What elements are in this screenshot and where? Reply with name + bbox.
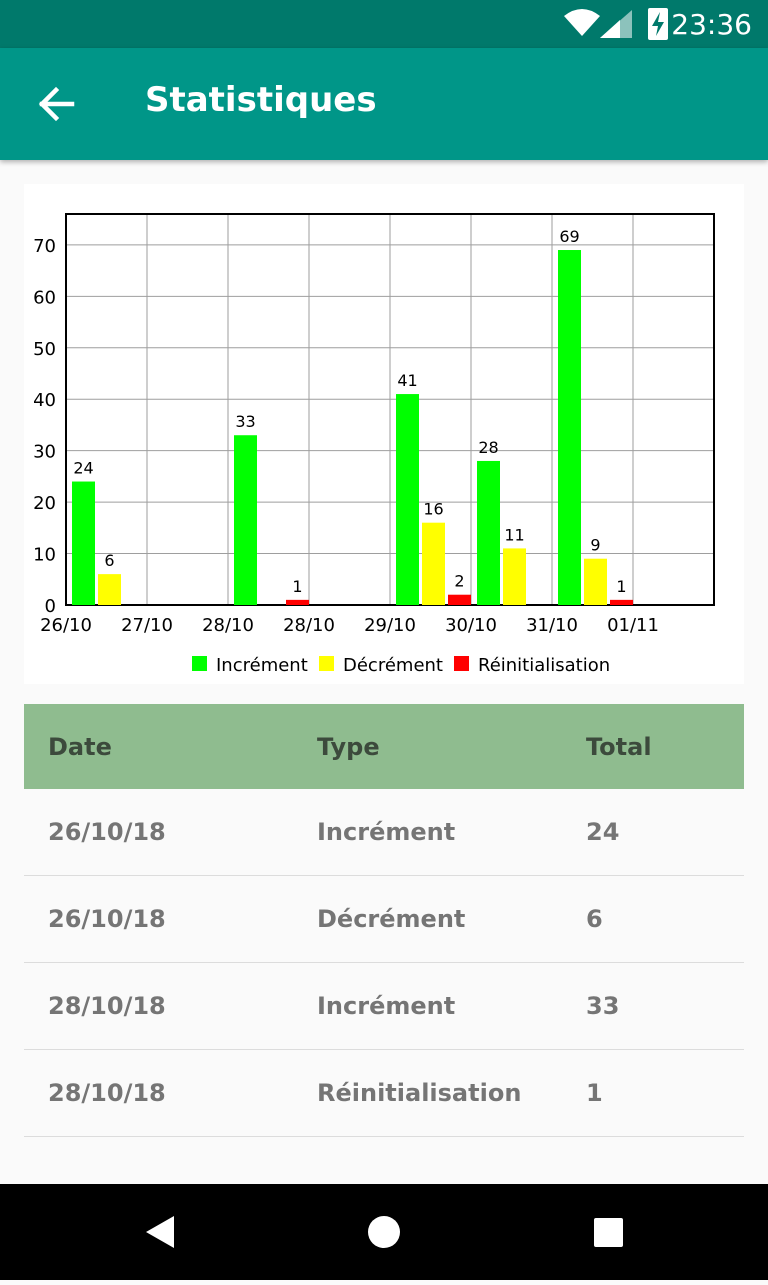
bar	[558, 250, 581, 605]
header-total: Total	[586, 732, 652, 761]
cell-date: 26/10/18	[48, 818, 166, 846]
bar	[503, 548, 526, 605]
x-tick-label: 28/10	[283, 615, 335, 636]
home-circle-icon[interactable]	[368, 1216, 400, 1248]
data-label: 41	[397, 371, 417, 390]
bar	[286, 599, 309, 605]
cell-type: Réinitialisation	[317, 1079, 522, 1107]
bar	[448, 594, 471, 605]
bar	[98, 574, 121, 605]
cell-total: 6	[586, 905, 603, 933]
data-label: 33	[235, 412, 255, 431]
table-header: Date Type Total	[24, 704, 744, 789]
cell-type: Incrément	[317, 992, 456, 1020]
y-tick-label: 40	[33, 390, 56, 411]
data-label: 11	[504, 525, 524, 544]
back-button[interactable]	[28, 76, 84, 132]
y-tick-label: 10	[33, 545, 56, 566]
data-label: 6	[104, 551, 114, 570]
data-label: 24	[73, 459, 93, 478]
bar-chart: 0 10 20 30 40 50 60 70 24 33 41 28 69 6 16 11 9 1 2 1 26/10 2…	[33, 213, 715, 676]
bar	[584, 558, 607, 605]
arrow-back-icon	[38, 86, 75, 122]
cell-type: Incrément	[317, 818, 456, 846]
data-label: 69	[559, 227, 579, 246]
legend-swatch	[319, 656, 334, 671]
cell-date: 28/10/18	[48, 992, 166, 1020]
cell-type: Décrément	[317, 905, 466, 933]
nav-buttons	[146, 1216, 623, 1248]
chart-card: 0 10 20 30 40 50 60 70 24 33 41 28 69 6 16 11 9 1 2 1 26/10 2…	[24, 184, 744, 684]
data-label: 1	[292, 577, 302, 596]
y-tick-label: 60	[33, 287, 56, 308]
data-label: 28	[478, 438, 498, 457]
bar	[396, 394, 419, 605]
legend-swatch	[192, 656, 207, 671]
cell-total: 1	[586, 1079, 603, 1107]
cell-total: 24	[586, 818, 620, 846]
legend-label: Décrément	[343, 655, 443, 676]
cell-date: 26/10/18	[48, 905, 166, 933]
x-tick-label: 28/10	[202, 615, 254, 636]
data-label: 2	[454, 572, 464, 591]
status-icons	[564, 8, 668, 40]
status-bar: 23:36	[0, 0, 768, 48]
x-tick-label: 26/10	[40, 615, 92, 636]
table-row: 26/10/18 Décrément 6	[24, 876, 744, 963]
recents-square-icon[interactable]	[594, 1218, 623, 1247]
bar	[422, 522, 445, 605]
page-title: Statistiques	[145, 80, 377, 120]
back-triangle-icon[interactable]	[146, 1216, 174, 1248]
x-tick-label: 27/10	[121, 615, 173, 636]
header-type: Type	[317, 732, 380, 761]
legend-label: Réinitialisation	[478, 655, 610, 676]
battery-charging-icon	[648, 8, 668, 40]
x-tick-label: 30/10	[445, 615, 497, 636]
bar	[477, 460, 500, 605]
x-tick-label: 01/11	[607, 615, 659, 636]
status-time: 23:36	[671, 8, 752, 41]
navigation-bar	[0, 1184, 768, 1280]
x-tick-label: 29/10	[364, 615, 416, 636]
bar	[234, 435, 257, 605]
table-row: 28/10/18 Incrément 33	[24, 963, 744, 1050]
y-tick-label: 30	[33, 442, 56, 463]
y-tick-label: 0	[45, 596, 56, 617]
legend-swatch	[454, 656, 469, 671]
table-row: 26/10/18 Incrément 24	[24, 789, 744, 876]
table-row: 28/10/18 Réinitialisation 1	[24, 1050, 744, 1137]
data-label: 1	[616, 577, 626, 596]
y-tick-label: 20	[33, 493, 56, 514]
stats-table: Date Type Total 26/10/18 Incrément 24 26…	[24, 704, 744, 1137]
legend-label: Incrément	[216, 655, 308, 676]
cell-total: 33	[586, 992, 620, 1020]
wifi-icon	[564, 9, 600, 36]
bar	[72, 481, 95, 605]
data-label: 16	[423, 500, 443, 519]
plot-frame	[65, 213, 715, 606]
x-tick-label: 31/10	[526, 615, 578, 636]
cell-date: 28/10/18	[48, 1079, 166, 1107]
bar	[610, 599, 633, 605]
data-label: 9	[590, 536, 600, 555]
y-tick-label: 50	[33, 339, 56, 360]
header-date: Date	[48, 732, 112, 761]
app-bar: Statistiques	[0, 48, 768, 160]
y-tick-label: 70	[33, 236, 56, 257]
